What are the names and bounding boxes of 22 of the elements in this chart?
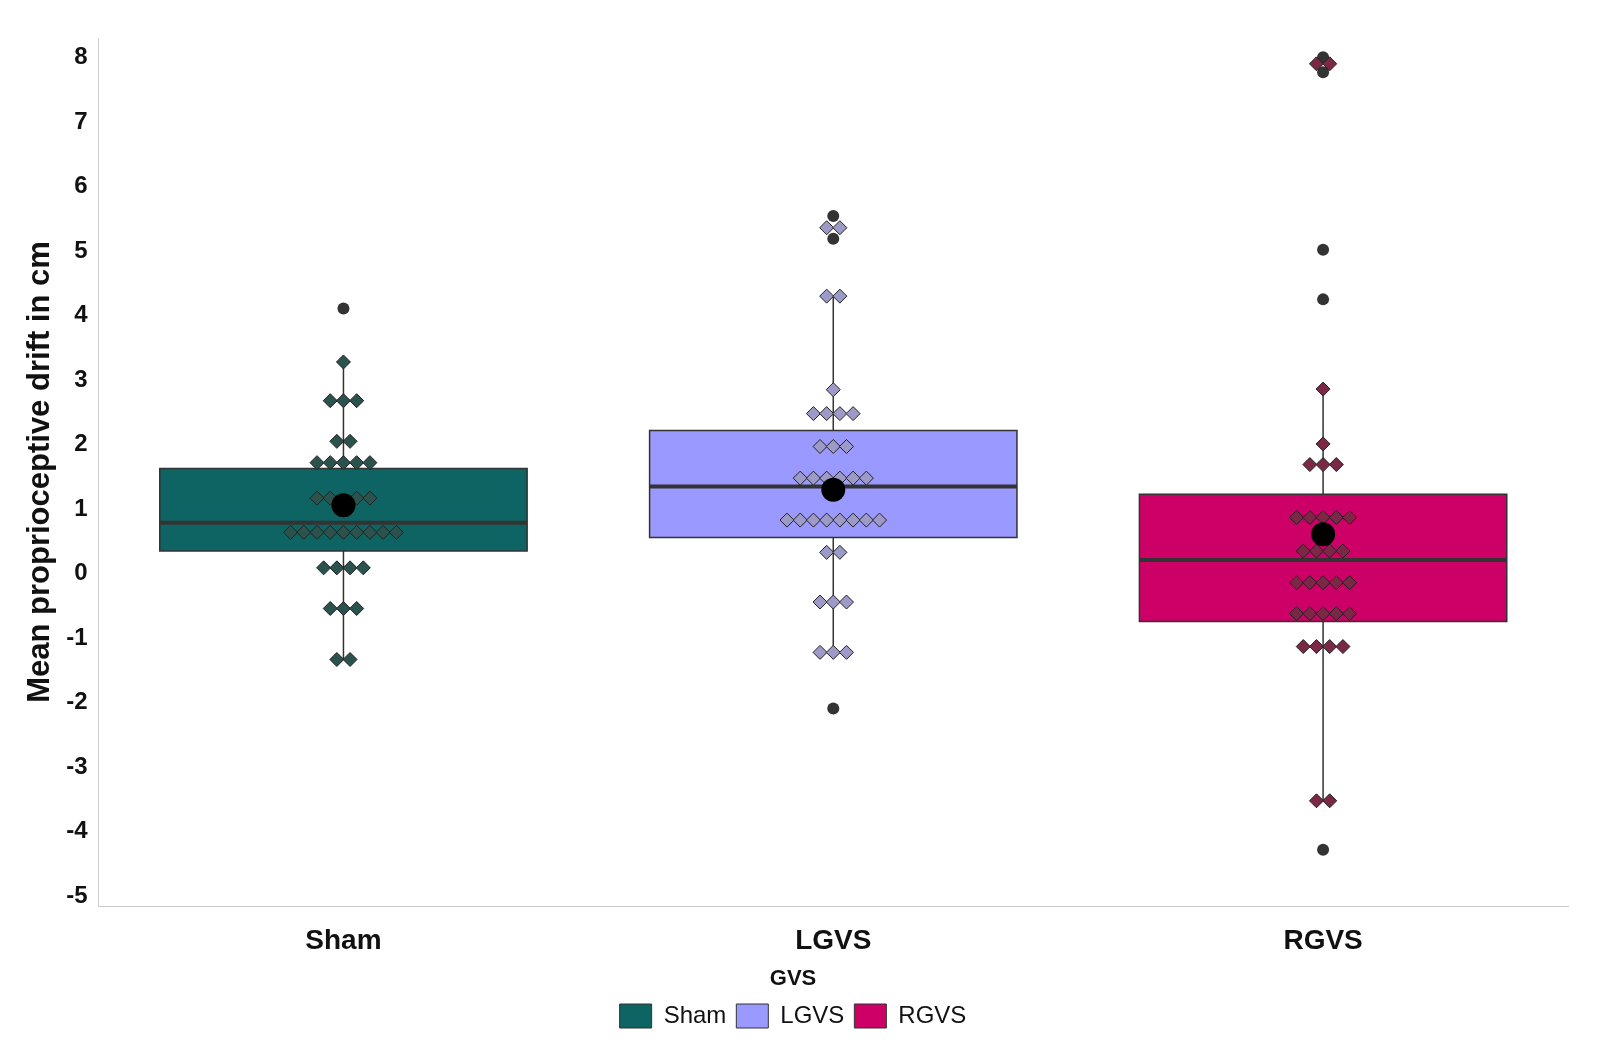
y-tick-label: -1 xyxy=(66,622,88,650)
legend-title: GVS xyxy=(769,964,817,990)
y-tick-label: -3 xyxy=(66,751,88,779)
x-tick-label: LGVS xyxy=(795,923,872,955)
legend-label: LGVS xyxy=(780,1000,845,1028)
legend-label: Sham xyxy=(663,1000,727,1028)
y-tick-label: 3 xyxy=(74,364,88,392)
y-tick-label: 0 xyxy=(74,558,88,586)
x-tick-label: Sham xyxy=(305,923,382,955)
y-tick-label: 1 xyxy=(74,493,88,521)
legend-label: RGVS xyxy=(898,1000,967,1028)
y-tick-label: 5 xyxy=(74,235,88,263)
y-tick-label: 8 xyxy=(74,41,88,69)
x-tick-label: RGVS xyxy=(1283,923,1363,955)
y-axis-title: Mean proprioceptive drift in cm xyxy=(21,241,57,703)
y-tick-label: 2 xyxy=(74,429,88,457)
y-tick-label: -4 xyxy=(66,816,89,844)
y-tick-label: -5 xyxy=(66,880,88,908)
y-tick-label: 6 xyxy=(74,171,88,199)
y-tick-label: -2 xyxy=(66,687,88,715)
y-tick-label: 7 xyxy=(74,106,88,134)
y-tick-label: 4 xyxy=(74,300,89,328)
